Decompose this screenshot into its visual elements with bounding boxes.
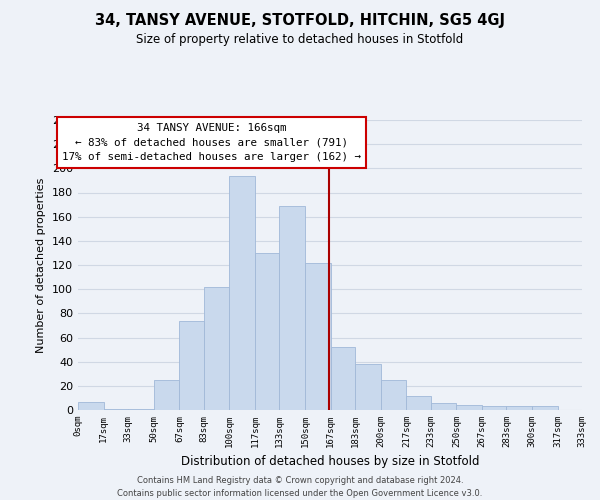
Bar — [104, 409, 128, 410]
Bar — [255, 253, 279, 410]
Bar — [128, 409, 154, 410]
Bar — [482, 406, 506, 410]
Text: Contains HM Land Registry data © Crown copyright and database right 2024.
Contai: Contains HM Land Registry data © Crown c… — [118, 476, 482, 498]
Bar — [532, 406, 558, 410]
Text: 34, TANSY AVENUE, STOTFOLD, HITCHIN, SG5 4GJ: 34, TANSY AVENUE, STOTFOLD, HITCHIN, SG5… — [95, 12, 505, 28]
Bar — [229, 176, 255, 410]
Bar — [331, 347, 355, 410]
Bar — [78, 402, 104, 410]
Bar — [406, 396, 431, 410]
Y-axis label: Number of detached properties: Number of detached properties — [37, 178, 46, 352]
Bar — [179, 320, 203, 410]
Bar — [305, 262, 331, 410]
Bar — [154, 380, 179, 410]
Bar — [203, 287, 229, 410]
Bar — [279, 206, 305, 410]
Bar — [431, 403, 457, 410]
Bar — [506, 406, 532, 410]
X-axis label: Distribution of detached houses by size in Stotfold: Distribution of detached houses by size … — [181, 456, 479, 468]
Bar — [355, 364, 381, 410]
Bar — [457, 405, 482, 410]
Bar — [381, 380, 406, 410]
Text: 34 TANSY AVENUE: 166sqm
← 83% of detached houses are smaller (791)
17% of semi-d: 34 TANSY AVENUE: 166sqm ← 83% of detache… — [62, 123, 361, 162]
Text: Size of property relative to detached houses in Stotfold: Size of property relative to detached ho… — [136, 32, 464, 46]
